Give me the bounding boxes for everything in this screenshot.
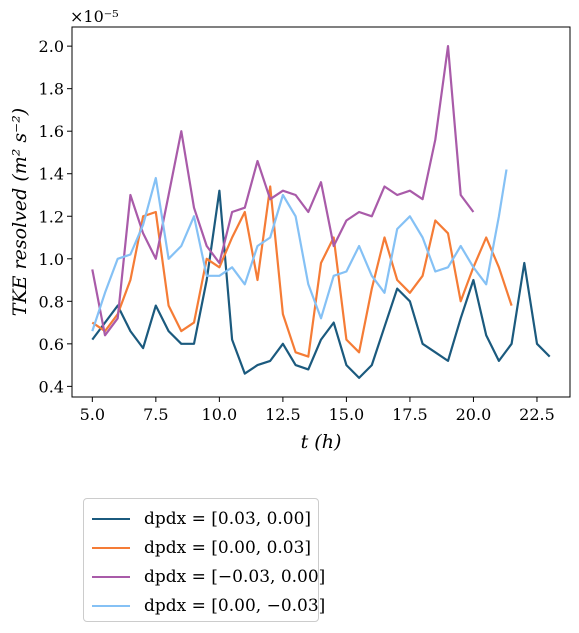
x-tick-label: 12.5 xyxy=(265,405,301,424)
y-tick-label: 1.0 xyxy=(39,250,64,269)
y-tick-label: 0.8 xyxy=(39,292,64,311)
legend-entry: dpdx = [0.00, 0.03] xyxy=(92,534,311,562)
axis-ticks: 5.0 7.5 10.0 12.5 15.0 17.5 20.0 22.5 0.4 0.6 0.8 1… xyxy=(39,37,555,424)
y-tick-label: 1.4 xyxy=(39,165,64,184)
legend-entry: dpdx = [0.00, −0.03] xyxy=(92,592,325,620)
x-tick-label: 22.5 xyxy=(519,405,555,424)
legend-label: dpdx = [−0.03, 0.00] xyxy=(144,567,326,587)
x-tick-label: 5.0 xyxy=(80,405,105,424)
y-tick-label: 0.4 xyxy=(39,377,64,396)
x-tick-label: 10.0 xyxy=(202,405,238,424)
legend-label: dpdx = [0.00, 0.03] xyxy=(144,538,312,558)
y-tick-label: 2.0 xyxy=(39,37,64,56)
series-line-4 xyxy=(91,169,508,332)
legend-swatch xyxy=(92,547,130,549)
x-tick-label: 17.5 xyxy=(392,405,428,424)
series-line-3 xyxy=(91,45,475,337)
x-axis-label: t (h) xyxy=(301,431,342,453)
series-layer xyxy=(91,45,551,379)
x-tick-label: 7.5 xyxy=(143,405,168,424)
plot-frame xyxy=(71,26,571,398)
series-line-1 xyxy=(91,189,551,379)
legend-swatch xyxy=(92,576,130,578)
y-tick-label: 1.6 xyxy=(39,122,64,141)
legend-entry: dpdx = [−0.03, 0.00] xyxy=(92,563,325,591)
legend-swatch xyxy=(92,518,130,520)
y-tick-label: 0.6 xyxy=(39,335,64,354)
y-axis-multiplier: ×10⁻⁵ xyxy=(70,7,119,26)
x-tick-label: 20.0 xyxy=(456,405,492,424)
y-tick-label: 1.8 xyxy=(39,80,64,99)
y-axis-label: TKE resolved (m² s⁻²) xyxy=(9,108,31,316)
series-line-2 xyxy=(91,185,513,358)
legend-swatch xyxy=(92,605,130,607)
legend-label: dpdx = [0.03, 0.00] xyxy=(144,509,312,529)
legend-entry: dpdx = [0.03, 0.00] xyxy=(92,505,311,533)
legend: dpdx = [0.03, 0.00] dpdx = [0.00, 0.03] dp… xyxy=(83,498,325,622)
legend-label: dpdx = [0.00, −0.03] xyxy=(144,596,326,616)
y-tick-label: 1.2 xyxy=(39,207,64,226)
x-tick-label: 15.0 xyxy=(329,405,365,424)
